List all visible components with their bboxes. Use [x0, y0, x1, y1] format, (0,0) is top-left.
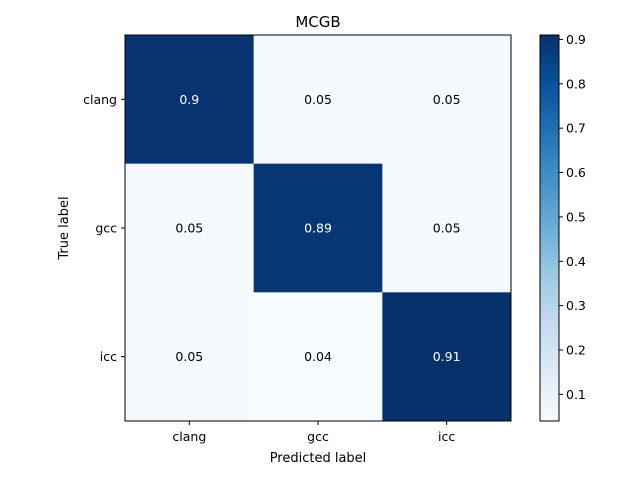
y-axis-label: True label: [57, 196, 72, 260]
y-tick-label: clang: [83, 92, 117, 107]
cell-value-label: 0.05: [433, 221, 461, 236]
heatmap-cell: [253, 163, 383, 293]
colorbar-tick-label: 0.8: [566, 76, 586, 91]
heatmap-cell: [125, 292, 255, 422]
heatmap-cell: [253, 35, 383, 165]
x-tick-label: clang: [172, 429, 206, 444]
x-tick-label: gcc: [307, 429, 329, 444]
colorbar: [540, 35, 559, 421]
y-tick-label: gcc: [95, 221, 117, 236]
heatmap-cell: [382, 163, 512, 293]
heatmap-cell: [125, 163, 255, 293]
colorbar-tick-label: 0.6: [566, 165, 586, 180]
cell-value-label: 0.9: [179, 92, 199, 107]
colorbar-ticks: 0.1 0.2 0.3 0.4 0.5 0.6 0.7 0.8 0.9: [559, 32, 586, 402]
cell-value-label: 0.05: [175, 221, 203, 236]
cell-value-label: 0.04: [304, 349, 332, 364]
cell-value-label: 0.05: [304, 92, 332, 107]
heatmap-cell: [125, 35, 255, 165]
heatmap-cell: [253, 292, 383, 422]
cell-value-label: 0.89: [304, 221, 332, 236]
heatmap-cell: [382, 35, 512, 165]
y-tick-label: icc: [100, 349, 117, 364]
colorbar-frame: [539, 34, 560, 422]
colorbar-tick-label: 0.3: [566, 298, 586, 313]
cell-value-label: 0.05: [175, 349, 203, 364]
cell-value-label: 0.05: [433, 92, 461, 107]
x-tick-label: icc: [438, 429, 455, 444]
cell-value-label: 0.91: [433, 349, 461, 364]
colorbar-tick-label: 0.9: [566, 32, 586, 47]
colorbar-tick-label: 0.1: [566, 387, 586, 402]
x-axis-ticks: clang gcc icc: [172, 421, 455, 444]
colorbar-tick-label: 0.5: [566, 209, 586, 224]
y-axis-ticks: clang gcc icc: [83, 92, 125, 364]
heatmap-cell: [382, 292, 512, 422]
x-axis-label: Predicted label: [270, 451, 367, 466]
chart-title: MCGB: [295, 13, 340, 31]
colorbar-tick-label: 0.7: [566, 121, 586, 136]
heatmap-cells: [125, 35, 512, 422]
heatmap-cell-labels: 0.9 0.05 0.05 0.05 0.89 0.05 0.05 0.04 0.91: [175, 92, 460, 364]
colorbar-tick-label: 0.4: [566, 254, 586, 269]
colorbar-tick-label: 0.2: [566, 343, 586, 358]
